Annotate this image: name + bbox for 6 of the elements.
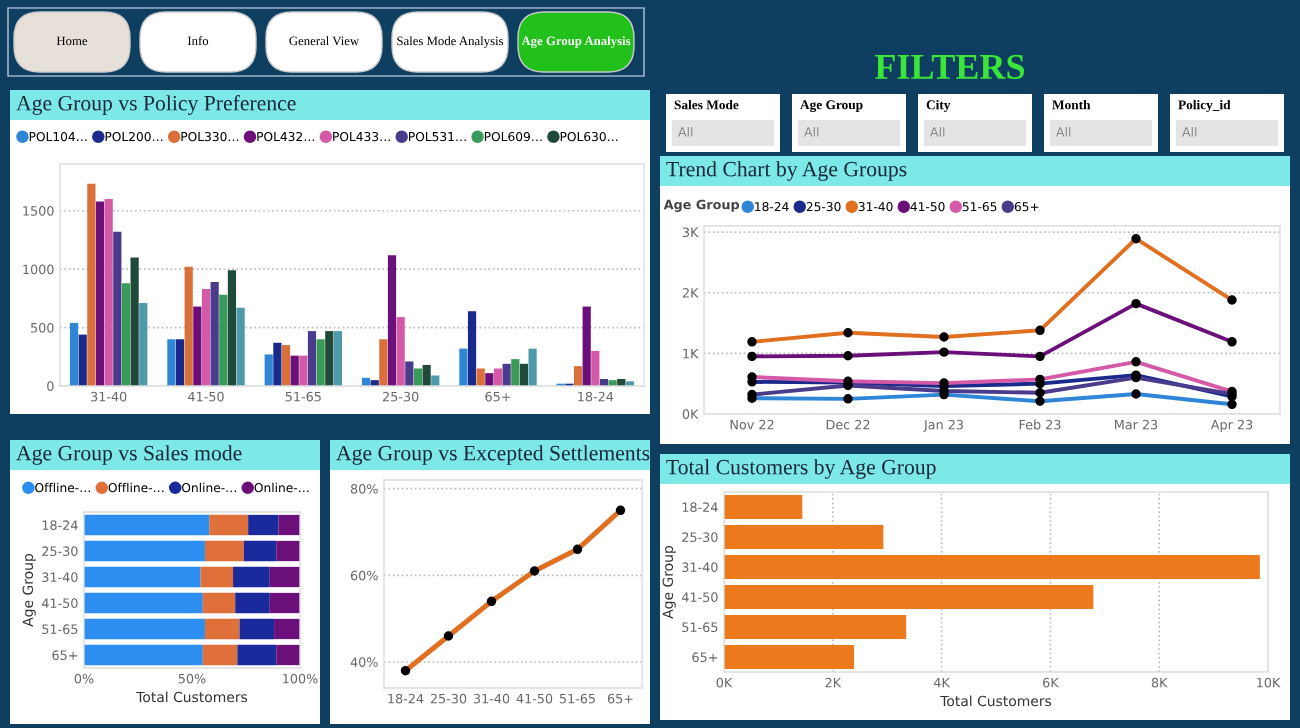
chart-title: Age Group vs Sales mode (16, 445, 242, 465)
chart-title: Age Group vs Policy Preference (16, 95, 296, 115)
chart-title: Trend Chart by Age Groups (666, 161, 907, 181)
chart-title: Total Customers by Age Group (666, 459, 936, 479)
chart-title: Age Group vs Excepted Settlements (336, 445, 650, 465)
text: FILTERS (875, 54, 1025, 80)
